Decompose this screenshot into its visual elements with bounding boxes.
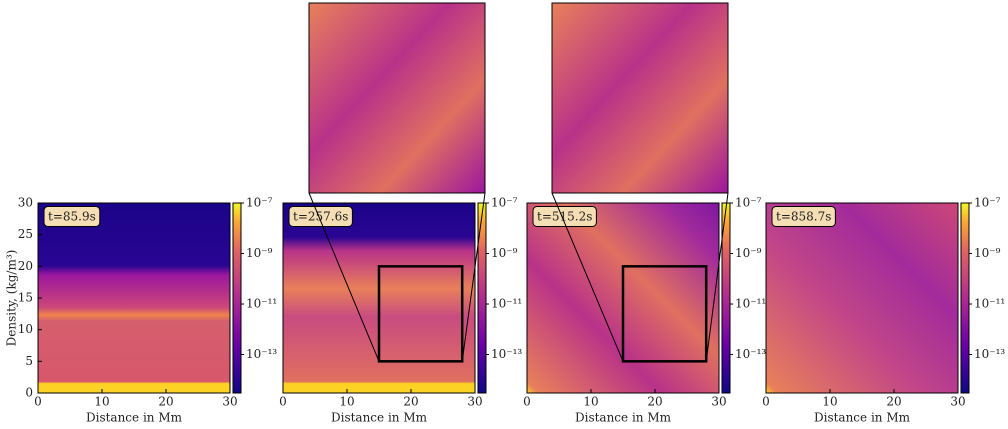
colorbar-tick-label: 10⁻¹¹ xyxy=(491,297,522,311)
time-label: t=858.7s xyxy=(776,210,831,224)
x-tick-label: 0 xyxy=(34,395,42,409)
x-axis-label: Distance in Mm xyxy=(575,411,672,425)
y-tick-label: 20 xyxy=(18,259,33,273)
time-label-box xyxy=(771,206,836,227)
connector xyxy=(705,192,729,362)
colorbar-tick-label: 10⁻¹³ xyxy=(735,347,766,361)
colorbar-tick-label: 10⁻¹¹ xyxy=(735,297,766,311)
connector xyxy=(308,192,380,362)
time-label: t=515.2s xyxy=(537,210,592,224)
colorbar-tick-label: 10⁻⁷ xyxy=(974,196,1001,210)
x-tick-label: 10 xyxy=(94,395,109,409)
x-tick-label: 30 xyxy=(950,395,965,409)
x-tick-label: 20 xyxy=(403,395,418,409)
y-tick-label: 0 xyxy=(25,386,33,400)
colorbar xyxy=(721,202,731,394)
axes-frame xyxy=(526,202,720,394)
y-tick-label: 25 xyxy=(18,227,33,241)
y-tick-label: 10 xyxy=(18,322,33,336)
x-tick-label: 30 xyxy=(222,395,237,409)
x-tick-label: 10 xyxy=(583,395,598,409)
x-axis-label: Distance in Mm xyxy=(814,411,911,425)
x-tick-label: 10 xyxy=(822,395,837,409)
colorbar-tick-label: 10⁻⁷ xyxy=(246,196,273,210)
x-tick-label: 0 xyxy=(523,395,531,409)
x-tick-label: 10 xyxy=(339,395,354,409)
colorbar-tick-label: 10⁻⁹ xyxy=(974,246,1001,260)
inset-image xyxy=(308,2,486,194)
colorbar-tick-label: 10⁻⁷ xyxy=(491,196,518,210)
axes-frame xyxy=(765,202,959,394)
colorbar-tick-label: 10⁻⁹ xyxy=(491,246,518,260)
x-axis-label: Distance in Mm xyxy=(331,411,428,425)
colorbar xyxy=(477,202,487,394)
field-image xyxy=(38,203,230,393)
x-tick-label: 20 xyxy=(886,395,901,409)
x-tick-label: 30 xyxy=(467,395,482,409)
colorbar-tick-label: 10⁻⁹ xyxy=(735,246,762,260)
time-label-box xyxy=(43,206,101,227)
colorbar-tick-label: 10⁻¹³ xyxy=(246,347,277,361)
connector xyxy=(551,192,624,362)
colorbar-tick-label: 10⁻⁹ xyxy=(246,246,273,260)
colorbar xyxy=(232,202,242,394)
x-tick-label: 0 xyxy=(279,395,287,409)
inset-region xyxy=(621,265,708,363)
inset-region xyxy=(377,265,464,363)
y-axis-label: Density, (kg/m³) xyxy=(5,250,19,347)
x-tick-label: 0 xyxy=(762,395,770,409)
y-tick-label: 30 xyxy=(18,196,33,210)
x-tick-label: 30 xyxy=(711,395,726,409)
y-tick-label: 5 xyxy=(25,354,33,368)
time-label: t=85.9s xyxy=(48,210,96,224)
connector xyxy=(461,192,486,362)
time-label-box xyxy=(288,206,353,227)
x-tick-label: 20 xyxy=(647,395,662,409)
x-axis-label: Distance in Mm xyxy=(86,411,183,425)
colorbar-tick-label: 10⁻¹¹ xyxy=(246,297,277,311)
colorbar-tick-label: 10⁻⁷ xyxy=(735,196,762,210)
colorbar-tick-label: 10⁻¹³ xyxy=(491,347,522,361)
colorbar-tick-label: 10⁻¹³ xyxy=(974,347,1005,361)
field-image xyxy=(766,203,958,393)
time-label: t=257.6s xyxy=(293,210,348,224)
inset-image xyxy=(551,2,729,194)
colorbar xyxy=(960,202,970,394)
axes-frame xyxy=(282,202,476,394)
y-tick-label: 15 xyxy=(18,291,33,305)
x-tick-label: 20 xyxy=(158,395,173,409)
time-label-box xyxy=(532,206,597,227)
colorbar-tick-label: 10⁻¹¹ xyxy=(974,297,1005,311)
